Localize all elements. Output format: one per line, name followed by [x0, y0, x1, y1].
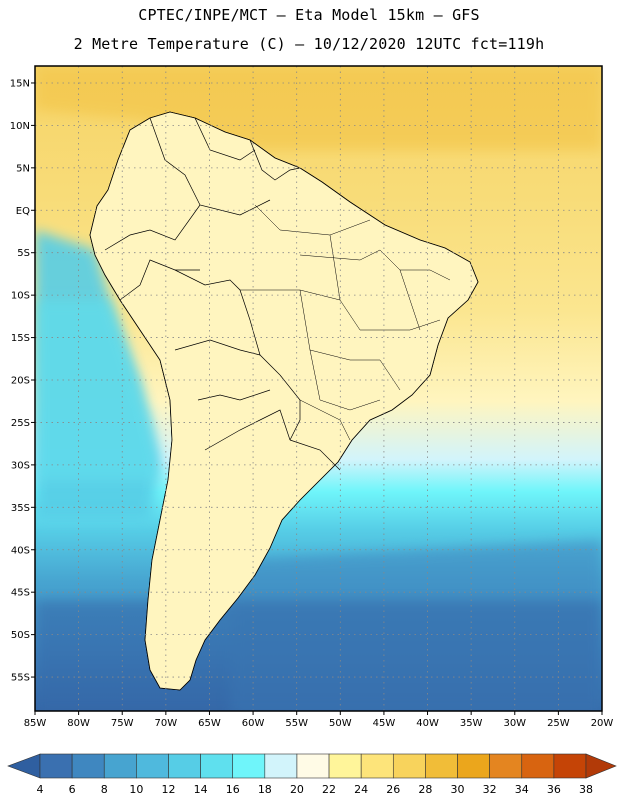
colorbar-level-label: 20 — [290, 783, 304, 796]
lon-label: 30W — [503, 718, 526, 729]
colorbar-level-label: 36 — [547, 783, 561, 796]
lat-label: 10N — [10, 121, 30, 132]
colorbar-labels: 4 6 8 10 12 14 16 18 20 22 24 26 28 30 32 34 36 38 — [37, 783, 594, 796]
lat-label: 15S — [11, 333, 30, 344]
colorbar-swatch — [553, 753, 587, 779]
colorbar-swatch — [71, 753, 105, 779]
lon-label: 40W — [416, 718, 439, 729]
colorbar-level-label: 18 — [258, 783, 272, 796]
lon-label: 35W — [460, 718, 483, 729]
lon-label: 75W — [111, 718, 134, 729]
colorbar-swatch — [296, 753, 330, 779]
colorbar-level-label: 38 — [579, 783, 593, 796]
colorbar-swatch — [328, 753, 362, 779]
colorbar-swatch — [392, 753, 426, 779]
lat-label: 40S — [11, 545, 30, 556]
state-borders — [240, 204, 451, 441]
colorbar-level-label: 12 — [161, 783, 175, 796]
map-frame — [34, 65, 603, 712]
colorbar-swatch — [200, 753, 234, 779]
lon-label: 20W — [591, 718, 614, 729]
lat-label: 35S — [11, 503, 30, 514]
colorbar-level-label: 34 — [515, 783, 529, 796]
lon-label: 50W — [329, 718, 352, 729]
lon-label: 45W — [373, 718, 396, 729]
colorbar-level-label: 30 — [451, 783, 465, 796]
colorbar-swatch — [39, 753, 73, 779]
colorbar — [7, 753, 617, 779]
lat-label: 15N — [10, 78, 30, 89]
colorbar-level-label: 10 — [129, 783, 143, 796]
colorbar-swatch — [521, 753, 555, 779]
lat-lon-grid — [35, 66, 602, 711]
lon-label: 65W — [198, 718, 221, 729]
longitude-labels: 85W 80W 75W 70W 65W 60W 55W 50W 45W 40W 35W 30W 25W 2… — [24, 711, 614, 729]
lat-label: 50S — [11, 630, 30, 641]
colorbar-swatch — [360, 753, 394, 779]
colorbar-swatch — [168, 753, 201, 779]
lat-label: EQ — [16, 206, 30, 217]
lat-label: 10S — [11, 291, 30, 302]
colorbar-level-label: 6 — [69, 783, 76, 796]
colorbar-swatch — [489, 753, 523, 779]
colorbar-level-label: 4 — [37, 783, 44, 796]
colorbar-level-label: 8 — [101, 783, 108, 796]
lat-label: 5N — [16, 163, 30, 174]
pacific-cool-tongue-inner — [35, 300, 160, 480]
latitude-labels: 15N 10N 5N EQ 5S 10S 15S 20S 25S 30S 35S 40S 45S 50S 5… — [10, 78, 35, 684]
colorbar-swatch — [264, 753, 298, 779]
colorbar-swatch — [425, 753, 458, 779]
colorbar-level-label: 26 — [386, 783, 400, 796]
colorbar-level-label: 24 — [354, 783, 368, 796]
colorbar-level-label: 28 — [418, 783, 432, 796]
lat-label: 5S — [17, 248, 30, 259]
country-borders — [104, 117, 341, 471]
colorbar-swatch — [232, 753, 266, 779]
colorbar-under-arrow — [7, 753, 41, 779]
lon-label: 55W — [285, 718, 308, 729]
lon-label: 60W — [242, 718, 265, 729]
lon-label: 70W — [155, 718, 178, 729]
lat-label: 20S — [11, 376, 30, 387]
title-line-1: CPTEC/INPE/MCT – Eta Model 15km – GFS — [138, 6, 480, 24]
title-line-2: 2 Metre Temperature (C) – 10/12/2020 12U… — [73, 35, 545, 53]
map-panel — [35, 66, 602, 711]
colorbar-level-label: 22 — [322, 783, 336, 796]
lat-label: 25S — [11, 418, 30, 429]
lat-label: 55S — [11, 673, 30, 684]
lon-label: 85W — [24, 718, 47, 729]
lon-label: 25W — [547, 718, 570, 729]
colorbar-level-label: 16 — [226, 783, 240, 796]
lat-label: 45S — [11, 588, 30, 599]
colorbar-over-arrow — [585, 753, 617, 779]
colorbar-swatch — [136, 753, 169, 779]
colorbar-swatch — [103, 753, 137, 779]
colorbar-swatch — [457, 753, 490, 779]
lon-label: 80W — [67, 718, 90, 729]
colorbar-level-label: 14 — [194, 783, 208, 796]
colorbar-level-label: 32 — [483, 783, 497, 796]
lat-label: 30S — [11, 460, 30, 471]
southern-ocean-cold — [35, 600, 602, 711]
